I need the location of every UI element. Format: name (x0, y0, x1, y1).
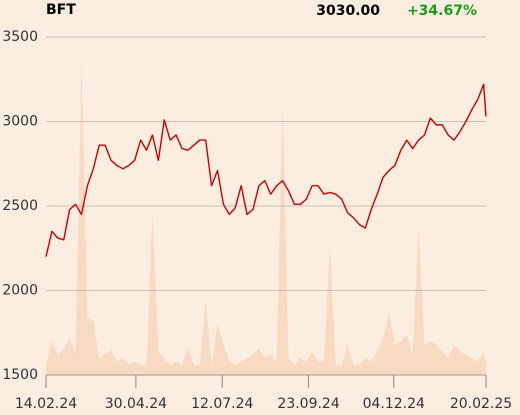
y-tick-label: 2000 (2, 283, 38, 299)
last-price: 3030.00 (316, 3, 380, 19)
y-tick-label: 3500 (2, 29, 38, 45)
x-tick-label: 12.07.24 (191, 396, 253, 412)
x-tick-label: 04.12.24 (363, 396, 425, 412)
chart-title: BFT (46, 2, 76, 18)
y-tick-label: 1500 (2, 367, 38, 383)
volume-area (46, 62, 486, 375)
price-line (45, 83, 487, 257)
x-tick-label: 23.09.24 (277, 396, 339, 412)
price-change: +34.67% (407, 3, 477, 19)
x-tick-label: 30.04.24 (105, 396, 167, 412)
x-tick-label: 14.02.24 (15, 396, 77, 412)
y-tick-label: 2500 (2, 198, 38, 214)
y-tick-label: 3000 (2, 114, 38, 130)
x-tick-label: 20.02.25 (450, 396, 512, 412)
